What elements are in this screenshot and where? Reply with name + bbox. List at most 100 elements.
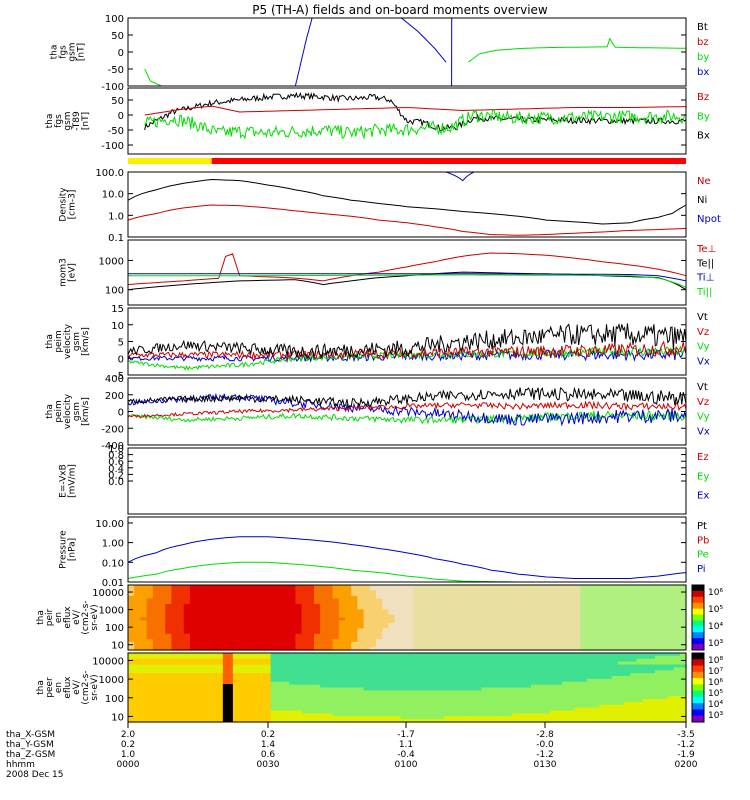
colorbar-label: 10³: [708, 639, 723, 649]
legend-entry-npot: Npot: [697, 214, 721, 225]
y-tick-label: 0: [118, 354, 124, 365]
series-line-ti⊥: [128, 273, 687, 282]
colorbar-label: 10⁵: [708, 689, 723, 699]
y-label-line: -T89: [72, 111, 82, 131]
y-label-line: [eV]: [68, 263, 78, 282]
y-ticks: 15 10 5 0 -5: [111, 304, 686, 382]
y-label-line: [km/s]: [81, 397, 91, 426]
y-tick-label: 10: [111, 321, 124, 332]
colorbar-label: 10⁵: [708, 605, 723, 615]
legend-entry-vt: Vt: [697, 382, 708, 393]
panel-peim-gsm: 15 10 5 0 -5 tha peim velocity gsm [km/s] Vt Vz Vy Vx: [45, 304, 710, 382]
series-fgs-ssc: [144, 91, 687, 140]
x-row-value: 0000: [117, 760, 140, 770]
y-label-line: Pressure: [59, 530, 69, 569]
x-row-value: 0130: [534, 760, 557, 770]
y-axis-label: tha fgs gsm [nT]: [50, 42, 87, 61]
y-tick-label: -50: [108, 65, 124, 76]
x-row-value: -2.8: [536, 730, 554, 740]
colorbar-label: 10³: [708, 711, 723, 721]
y-tick-label: 0.2: [108, 470, 124, 481]
y-tick-label: 50: [111, 31, 124, 42]
panel-density: 100.0 10.0 1.0 0.1 Density [cm-3] Ne Ni Npot: [59, 168, 721, 244]
y-tick-label: 0.6: [108, 457, 124, 468]
legend-entry-vt: Vt: [697, 312, 708, 323]
y-tick-label: 50: [111, 96, 124, 107]
series-fgs: [144, 17, 687, 87]
y-label-line: gsm: [72, 402, 82, 421]
series-line-ne: [127, 204, 687, 236]
y-label-line: sr-eV): [90, 674, 100, 700]
status-bar-segment: [211, 158, 686, 164]
series-line-by: [468, 37, 687, 63]
legend-entry-vz: Vz: [697, 397, 709, 408]
panel-frame: [127, 516, 687, 583]
legend: Bz By Bx: [697, 92, 710, 142]
y-label-line: (cm2-s-: [81, 600, 91, 634]
panel-frame: [127, 239, 687, 306]
legend-entry-ti⊥: Ti⊥: [696, 273, 714, 284]
y-ticks: 10000 1000 100 10: [92, 588, 686, 652]
y-tick-label: 0: [118, 48, 124, 59]
y-tick-label: 10: [111, 641, 124, 652]
y-label-line: [cm-3]: [68, 190, 78, 220]
legend-entry-vx: Vx: [697, 356, 710, 367]
panel-fgs: 100 50 0 -50 -100 tha fgs gsm [nT] Bt bz by bx: [50, 14, 710, 93]
panel-frame: [127, 17, 687, 87]
y-tick-label: 10: [111, 712, 124, 723]
series-line-vy: [127, 345, 687, 371]
series-line-vz: [127, 400, 687, 418]
colorbar-label: 10⁸: [708, 656, 723, 666]
legend-entry-pb: Pb: [697, 535, 709, 546]
peer-column-dark: [222, 684, 233, 722]
x-row-value: 0.2: [121, 740, 135, 750]
legend-entry-bz: bz: [697, 37, 709, 48]
y-ticks: 100 50 0 -50 -100: [101, 14, 686, 93]
y-tick-label: 0: [118, 111, 124, 122]
legend-entry-pe: Pe: [697, 550, 709, 561]
y-label-line: tha: [50, 45, 60, 60]
colorbar-peir: 10⁶ 10⁵ 10⁴ 10³: [691, 584, 723, 651]
y-tick-label: 1000: [99, 675, 124, 686]
y-axis-label: tha peim velocity gsm [km/s]: [45, 323, 91, 359]
y-label-line: peim: [54, 400, 64, 423]
y-label-line: gsm: [63, 111, 73, 130]
y-tick-label: 0.1: [108, 233, 124, 244]
figure-title: P5 (TH-A) fields and on-board moments ov…: [252, 3, 548, 17]
series-line-ni: [127, 178, 687, 225]
x-row-value: -1.2: [677, 740, 695, 750]
legend-entry-bz: Bz: [697, 92, 709, 103]
series-pressure: [127, 536, 687, 583]
series-peim-gse: [127, 386, 687, 427]
y-label-line: eV/: [72, 679, 82, 695]
x-row-value: 0.6: [261, 750, 276, 760]
y-tick-label: 5: [118, 338, 124, 349]
legend: Pt Pb Pe Pi: [697, 521, 709, 575]
y-tick-label: 10000: [92, 588, 124, 599]
legend-entry-te⊥: Te⊥: [696, 244, 716, 255]
y-tick-label: 10.00: [95, 519, 124, 530]
legend-entry-vz: Vz: [697, 327, 709, 338]
x-row-value: 1.1: [399, 740, 413, 750]
y-label-line: gsm: [72, 332, 82, 351]
colorbar-label: 10⁷: [708, 667, 723, 677]
y-label-line: sr-eV): [90, 604, 100, 630]
legend: Te⊥ Te|| Ti⊥ Ti||: [696, 244, 716, 298]
y-label-line: [nT]: [77, 43, 87, 61]
x-row-value: 0200: [675, 760, 698, 770]
series-line-pi: [127, 536, 687, 579]
y-label-line: peir: [45, 608, 55, 626]
y-label-line: [nT]: [81, 112, 91, 130]
y-label-line: [mV/m]: [68, 464, 78, 498]
series-line-vy: [127, 409, 687, 425]
legend-entry-ni: Ni: [697, 195, 707, 206]
legend-entry-by: By: [697, 111, 710, 122]
y-label-line: en: [54, 612, 64, 623]
series-line-bx: [451, 17, 458, 87]
panel-frame: [127, 584, 687, 651]
y-tick-label: 1.0: [108, 211, 124, 222]
x-row-label: tha_Y-GSM: [6, 740, 54, 750]
y-tick-label: 100.0: [95, 168, 124, 179]
